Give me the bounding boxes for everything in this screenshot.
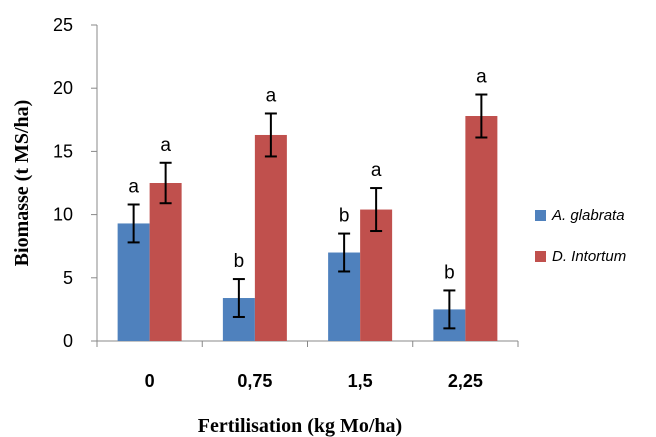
x-tick-label: 1,5 (348, 371, 373, 391)
legend-label: D. Intortum (552, 248, 626, 265)
y-tick-label: 10 (53, 205, 73, 225)
y-tick-label: 0 (63, 331, 73, 351)
y-tick-label: 20 (53, 78, 73, 98)
significance-label: a (128, 176, 139, 197)
y-axis-title: Biomasse (t MS/ha) (11, 100, 33, 267)
significance-label: b (234, 251, 245, 272)
significance-label: a (160, 135, 171, 156)
bar (149, 183, 182, 341)
legend-swatch (535, 210, 546, 221)
y-axis: 0 5 10 15 20 25 (53, 15, 98, 351)
x-tick-label: 2,25 (448, 371, 483, 391)
x-tick-label: 0,75 (237, 371, 272, 391)
significance-label: a (266, 85, 277, 106)
legend-label: A. glabrata (551, 207, 625, 224)
x-axis: 0 0,75 1,5 2,25 (96, 340, 519, 391)
y-tick-label: 25 (53, 15, 73, 35)
y-tick-label: 5 (63, 268, 73, 288)
bar (254, 134, 287, 341)
significance-label: b (444, 262, 455, 283)
legend: A. glabrata D. Intortum (535, 207, 626, 265)
significance-label: a (371, 160, 382, 181)
y-tick-label: 15 (53, 141, 73, 161)
bar (465, 116, 498, 342)
significance-label: a (476, 67, 487, 88)
x-axis-title: Fertilisation (kg Mo/ha) (198, 415, 402, 437)
x-tick-label: 0 (145, 371, 155, 391)
legend-swatch (535, 251, 546, 262)
significance-label: b (339, 206, 350, 227)
